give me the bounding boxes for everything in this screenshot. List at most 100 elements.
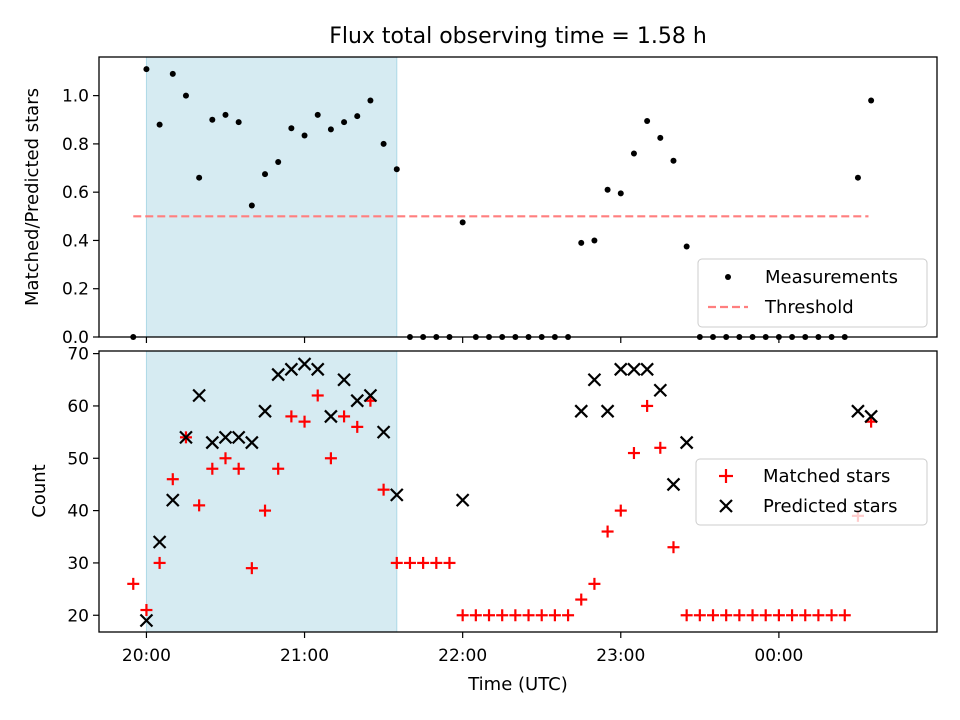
predicted-star-stroke-b xyxy=(192,388,206,403)
bottom-legend-box xyxy=(695,458,928,526)
predicted-star-point xyxy=(587,373,602,387)
predicted-star-point xyxy=(231,430,246,445)
predicted-star-stroke-b xyxy=(653,383,668,398)
measurement-point xyxy=(380,140,387,147)
matched-star-point xyxy=(680,609,693,622)
predicted-star-point xyxy=(363,388,378,403)
predicted-star-stroke-b xyxy=(350,393,365,408)
predicted-star-point xyxy=(600,404,615,418)
matched-star-point xyxy=(219,452,232,465)
matched-star-point xyxy=(417,556,430,569)
matched-star-point xyxy=(140,604,153,617)
predicted-star-point xyxy=(640,362,654,377)
measurement-point xyxy=(630,150,637,157)
matched-star-point xyxy=(812,609,825,622)
measurement-point xyxy=(275,159,282,165)
bottom-ytick-label: 50 xyxy=(67,449,89,469)
measurement-point xyxy=(683,243,690,250)
bottom-ytick-label: 20 xyxy=(67,606,89,626)
legend-measurements-marker xyxy=(725,274,731,280)
measurement-point xyxy=(393,166,400,173)
bottom-ytick-label: 30 xyxy=(67,554,89,574)
predicted-star-point xyxy=(851,404,865,418)
matched-star-point xyxy=(390,556,403,569)
matched-star-point xyxy=(338,410,351,423)
measurement-point xyxy=(591,237,598,244)
measurement-point xyxy=(341,119,348,126)
top-ytick-label: 0.0 xyxy=(62,328,89,348)
predicted-star-point xyxy=(337,373,351,387)
predicted-star-stroke-b xyxy=(574,404,589,418)
matched-star-point xyxy=(667,541,680,554)
predicted-star-point xyxy=(271,367,285,382)
predicted-star-point xyxy=(245,435,259,450)
legend-matched-label: Matched stars xyxy=(763,466,890,487)
measurement-point xyxy=(222,111,229,118)
top-shaded-interval xyxy=(145,56,398,338)
matched-star-point xyxy=(166,473,179,486)
bottom-ytick-label: 60 xyxy=(67,397,89,417)
predicted-star-point xyxy=(390,488,404,502)
measurement-point xyxy=(248,202,255,209)
predicted-star-point xyxy=(350,393,365,408)
matched-star-point xyxy=(772,609,785,622)
measurement-point xyxy=(604,186,611,193)
matched-star-point xyxy=(825,609,838,622)
matched-star-point xyxy=(298,415,311,428)
matched-star-point xyxy=(522,609,535,622)
predicted-star-stroke-b xyxy=(271,367,285,382)
predicted-star-point xyxy=(653,383,668,398)
bottom-axes-frame xyxy=(98,350,938,633)
measurement-point xyxy=(617,190,624,197)
predicted-star-point xyxy=(666,477,681,492)
matched-star-point xyxy=(377,483,390,496)
matched-star-point xyxy=(403,556,416,569)
predicted-star-point xyxy=(284,362,299,377)
measurement-point xyxy=(156,121,163,128)
bottom-ytick-label: 40 xyxy=(67,502,89,522)
matched-star-point xyxy=(206,462,219,475)
xtick-label: 21:00 xyxy=(280,646,329,666)
bottom-ytick-label: 70 xyxy=(67,345,89,365)
measurement-point xyxy=(327,126,334,133)
legend-predicted-marker xyxy=(719,499,733,513)
top-ytick-label: 0.2 xyxy=(62,280,89,300)
matched-star-point xyxy=(311,389,324,402)
predicted-star-stroke-b xyxy=(640,362,654,377)
matched-star-point xyxy=(245,562,258,575)
matched-star-point xyxy=(259,504,272,517)
xtick-label: 22:00 xyxy=(438,646,487,666)
predicted-star-stroke-b xyxy=(218,430,233,445)
predicted-star-point xyxy=(324,409,338,424)
predicted-star-stroke-b xyxy=(297,357,312,371)
measurement-point xyxy=(169,70,176,77)
matched-star-point xyxy=(588,577,601,590)
predicted-star-stroke-b xyxy=(337,373,351,387)
matched-star-point xyxy=(627,447,640,460)
predicted-star-point xyxy=(218,430,233,445)
matched-star-point xyxy=(759,609,772,622)
predicted-star-stroke-b xyxy=(455,493,470,507)
legend-predicted-label: Predicted stars xyxy=(763,496,897,517)
matched-star-point xyxy=(786,609,799,622)
predicted-star-stroke-b xyxy=(166,493,180,507)
predicted-star-point xyxy=(258,404,272,418)
matched-star-point xyxy=(430,556,443,569)
predicted-star-point xyxy=(310,362,325,377)
matched-star-point xyxy=(799,609,812,622)
predicted-star-point xyxy=(139,613,154,628)
predicted-star-point xyxy=(574,404,589,418)
predicted-star-stroke-b xyxy=(324,409,338,424)
matched-star-point xyxy=(324,452,337,465)
matched-star-point xyxy=(693,609,706,622)
matched-star-point xyxy=(469,609,482,622)
predicted-star-stroke-b xyxy=(627,362,641,377)
predicted-star-stroke-b xyxy=(376,425,391,439)
matched-star-point xyxy=(127,577,140,590)
predicted-star-point xyxy=(613,362,628,377)
matched-star-point xyxy=(483,609,496,622)
measurement-point xyxy=(301,132,308,139)
predicted-star-stroke-b xyxy=(363,388,378,403)
measurement-point xyxy=(314,111,321,118)
bottom-y-axis-label: Count xyxy=(29,464,50,517)
